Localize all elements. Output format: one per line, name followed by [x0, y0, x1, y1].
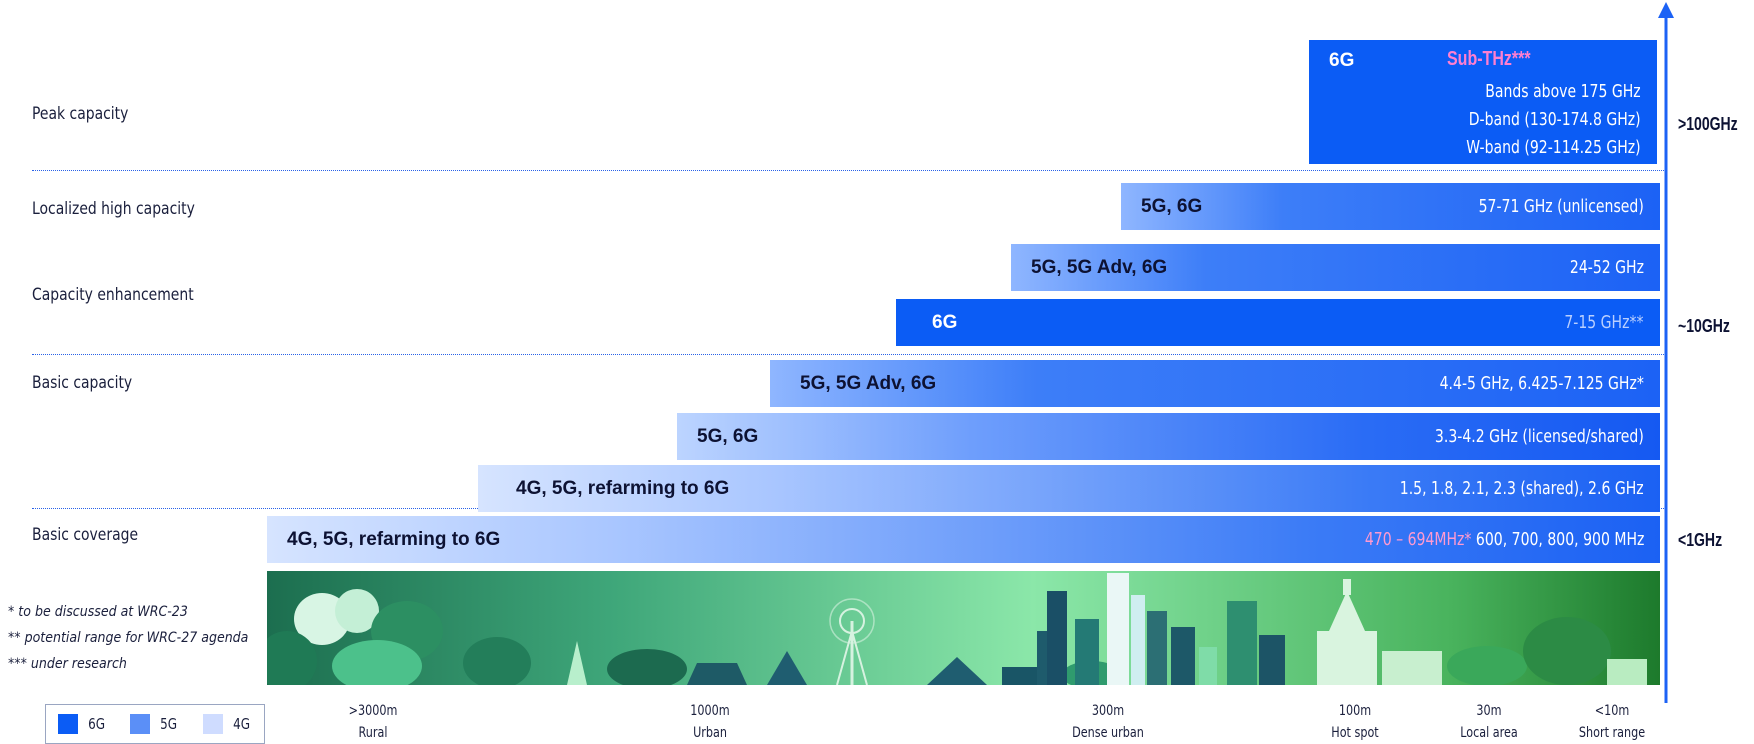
footnote: ** potential range for WRC-27 agenda: [8, 630, 249, 646]
footnote: * to be discussed at WRC-23: [8, 604, 188, 620]
band-tech-label: 5G, 5G Adv, 6G: [800, 372, 937, 394]
band-frequency-label: 57-71 GHz (unlicensed): [1478, 196, 1644, 217]
row-separator: [32, 354, 1664, 355]
freq-axis-label-high: >100GHz: [1678, 114, 1738, 134]
range-distance: 100m: [1338, 703, 1372, 719]
band-frequency-highlight: 470 – 694MHz*: [1364, 529, 1472, 550]
range-distance: 300m: [1091, 703, 1125, 719]
band-57-71ghz: 5G, 6G 57-71 GHz (unlicensed): [1121, 183, 1660, 230]
band-tech-label: 4G, 5G, refarming to 6G: [287, 528, 501, 550]
range-area: Dense urban: [1072, 725, 1144, 741]
range-tick-dense-urban: 300m Dense urban: [1052, 700, 1164, 744]
band-tech-label: 6G: [932, 311, 958, 333]
range-area: Urban: [693, 725, 727, 741]
band-tech-label: 4G, 5G, refarming to 6G: [516, 477, 730, 499]
band-frequency-label: 7-15 GHz**: [1564, 312, 1644, 333]
sub-thz-band-line: Bands above 175 GHz: [1485, 81, 1641, 102]
range-tick-local-area: 30m Local area: [1433, 700, 1545, 744]
row-separator: [32, 170, 1664, 171]
range-tick-hot-spot: 100m Hot spot: [1299, 700, 1411, 744]
band-3-4ghz: 5G, 6G 3.3-4.2 GHz (licensed/shared): [677, 413, 1660, 460]
band-tech-label: 5G, 6G: [697, 425, 759, 447]
legend-label: 6G: [87, 715, 105, 733]
sub-thz-title: Sub-THz***: [1447, 48, 1531, 70]
band-sub-thz: 6G Sub-THz*** Bands above 175 GHz D-band…: [1309, 40, 1657, 164]
band-frequency-label: 3.3-4.2 GHz (licensed/shared): [1435, 426, 1644, 447]
legend-label: 4G: [233, 715, 251, 733]
legend-swatch: [57, 714, 78, 734]
band-frequency-label: 1.5, 1.8, 2.1, 2.3 (shared), 2.6 GHz: [1400, 478, 1644, 499]
row-label-localized-high-capacity: Localized high capacity: [32, 199, 195, 219]
row-label-basic-capacity: Basic capacity: [32, 373, 133, 393]
sub-thz-band-line: D-band (130-174.8 GHz): [1469, 109, 1641, 130]
band-frequency-label: 470 – 694MHz* 600, 700, 800, 900 MHz: [1364, 529, 1644, 550]
band-frequency-label: 24-52 GHz: [1569, 257, 1644, 278]
band-frequency-rest: 600, 700, 800, 900 MHz: [1471, 529, 1644, 550]
band-1-2ghz: 4G, 5G, refarming to 6G 1.5, 1.8, 2.1, 2…: [478, 465, 1660, 512]
legend-swatch: [203, 714, 224, 734]
band-4-7ghz: 5G, 5G Adv, 6G 4.4-5 GHz, 6.425-7.125 GH…: [770, 360, 1660, 407]
sub-thz-band-list: Bands above 175 GHz D-band (130-174.8 GH…: [1467, 78, 1641, 162]
sub-thz-band-line: W-band (92-114.25 GHz): [1466, 137, 1641, 158]
footnote: *** under research: [8, 656, 127, 672]
freq-axis-label-mid: ~10GHz: [1678, 316, 1730, 336]
range-tick-rural: >3000m Rural: [317, 700, 429, 744]
band-tech-label: 5G, 5G Adv, 6G: [1031, 256, 1168, 278]
band-tech-label: 5G, 6G: [1141, 195, 1203, 217]
legend-label: 5G: [160, 715, 178, 733]
legend-item-6g: 6G: [57, 714, 107, 734]
range-tick-short-range: <10m Short range: [1556, 700, 1668, 744]
range-area: Rural: [358, 725, 388, 741]
range-distance: 30m: [1476, 703, 1502, 719]
legend-item-5g: 5G: [130, 714, 179, 734]
freq-axis-label-low: <1GHz: [1678, 530, 1723, 550]
row-label-basic-coverage: Basic coverage: [32, 525, 139, 545]
legend: 6G 5G 4G: [45, 704, 265, 744]
row-label-capacity-enhancement: Capacity enhancement: [32, 285, 194, 305]
band-24-52ghz: 5G, 5G Adv, 6G 24-52 GHz: [1011, 244, 1660, 291]
band-7-15ghz: 6G 7-15 GHz**: [896, 299, 1660, 346]
frequency-axis-arrow: [1658, 2, 1674, 703]
range-area: Local area: [1460, 725, 1518, 741]
legend-item-4g: 4G: [203, 714, 252, 734]
range-distance: 1000m: [690, 703, 730, 719]
band-tech-label: 6G: [1329, 50, 1355, 71]
range-distance: <10m: [1594, 703, 1630, 719]
row-label-peak-capacity: Peak capacity: [32, 104, 129, 124]
range-tick-urban: 1000m Urban: [654, 700, 766, 744]
range-area: Short range: [1578, 725, 1646, 741]
range-area: Hot spot: [1331, 725, 1379, 741]
range-distance: >3000m: [348, 703, 398, 719]
cityscape-illustration: [267, 571, 1660, 685]
legend-swatch: [130, 714, 151, 734]
band-frequency-label: 4.4-5 GHz, 6.425-7.125 GHz*: [1439, 373, 1644, 394]
band-sub-1ghz: 4G, 5G, refarming to 6G 470 – 694MHz* 60…: [267, 516, 1660, 563]
